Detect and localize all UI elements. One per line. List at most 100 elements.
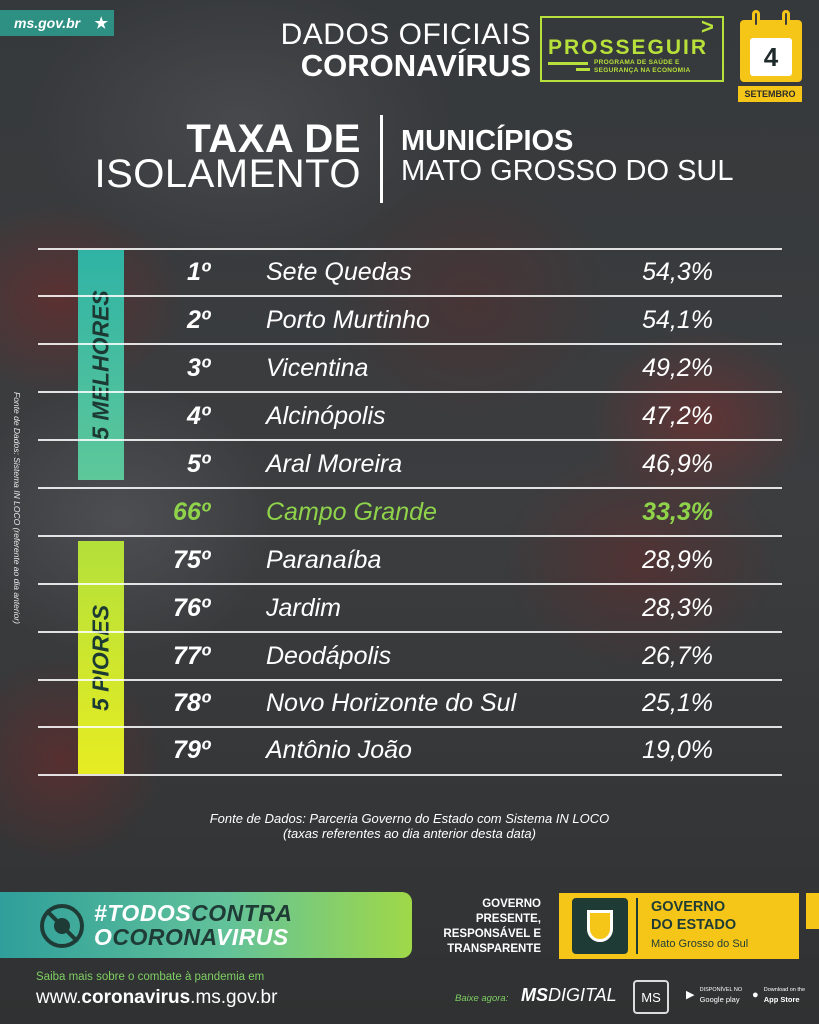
row-divider — [38, 726, 782, 728]
side-source-note: Fonte de Dados: Sistema IN LOCO (referen… — [12, 392, 22, 624]
program-subtitle: PROGRAMA DE SAÚDE E SEGURANÇA NA ECONOMI… — [594, 59, 691, 74]
gov-slogan: GOVERNO PRESENTE, RESPONSÁVEL E TRANSPAR… — [401, 897, 541, 957]
row-rank: 77º — [173, 642, 210, 670]
row-rank: 5º — [186, 450, 210, 478]
state-crest-icon — [572, 898, 628, 954]
campaign-line1: #TODOSCONTRA — [94, 900, 293, 927]
row-city: Antônio João — [266, 736, 412, 764]
gplay-big: Google play — [699, 995, 740, 1004]
site-link[interactable]: www.coronavirus.ms.gov.br — [36, 987, 277, 1009]
apple-icon: ● — [752, 988, 759, 1001]
row-rank: 79º — [173, 736, 210, 764]
title-right-bold: MUNICÍPIOS — [401, 125, 574, 157]
program-bar — [548, 62, 588, 65]
gov-name-line2: DO ESTADO — [651, 917, 737, 933]
gov-slogan-line: RESPONSÁVEL E — [443, 928, 541, 940]
star-icon: ★ — [94, 15, 108, 32]
campaign-word: CONTRA — [191, 900, 293, 926]
row-city: Sete Quedas — [266, 258, 412, 286]
gplay-small: DISPONÍVEL NO — [699, 987, 743, 993]
calendar-month: SETEMBRO — [738, 86, 802, 102]
row-city-highlight: Campo Grande — [266, 498, 437, 526]
header-line1: DADOS OFICIAIS — [280, 18, 531, 51]
title-divider — [380, 115, 383, 203]
appstore-big: App Store — [763, 995, 800, 1004]
row-divider — [38, 679, 782, 681]
row-pct: 19,0% — [642, 736, 713, 764]
row-pct: 46,9% — [642, 450, 713, 478]
calendar-day: 4 — [750, 38, 792, 76]
gov-slogan-line: PRESENTE, — [475, 913, 541, 925]
gov-slogan-line: TRANSPARENTE — [447, 943, 541, 955]
campaign-word: #TODOS — [94, 900, 192, 926]
app-name-regular: DIGITAL — [548, 985, 617, 1005]
worst-band: 5 PIORES — [78, 541, 124, 774]
row-pct: 49,2% — [642, 354, 713, 382]
header-line2: CORONAVÍRUS — [300, 48, 531, 83]
site-bold: coronavirus — [81, 987, 191, 1008]
ms-digital-logo-icon[interactable]: MS — [633, 980, 669, 1014]
source-note-line2: (taxas referentes ao dia anterior desta … — [283, 826, 536, 841]
row-divider — [38, 391, 782, 393]
row-divider — [38, 487, 782, 489]
program-bar — [576, 68, 590, 71]
row-divider — [38, 631, 782, 633]
row-city: Deodápolis — [266, 642, 392, 670]
row-rank: 75º — [173, 546, 210, 574]
row-divider — [38, 583, 782, 585]
program-logo-frame — [540, 16, 724, 82]
best-band-label: 5 MELHORES — [87, 290, 114, 440]
title-right-regular: MATO GROSSO DO SUL — [401, 155, 734, 187]
gov-slogan-line: GOVERNO — [482, 898, 541, 910]
campaign-word: VIRUS — [215, 924, 289, 950]
row-rank: 4º — [186, 402, 210, 430]
calendar-ring-icon — [782, 10, 790, 28]
row-pct: 28,9% — [642, 546, 713, 574]
site-suffix: .ms.gov.br — [190, 987, 278, 1008]
row-city: Paranaíba — [266, 546, 382, 574]
row-pct: 54,1% — [642, 306, 713, 334]
row-city: Alcinópolis — [266, 402, 386, 430]
campaign-word: CORONA — [112, 924, 216, 950]
row-city: Novo Horizonte do Sul — [266, 689, 517, 717]
title-left-regular: ISOLAMENTO — [94, 152, 361, 196]
google-play-badge[interactable]: ▶ DISPONÍVEL NO Google play — [686, 986, 744, 1008]
row-pct: 54,3% — [642, 258, 713, 286]
download-label: Baixe agora: — [455, 993, 509, 1004]
title-left-bold: TAXA DE — [186, 117, 361, 161]
row-city: Porto Murtinho — [266, 306, 430, 334]
row-divider — [38, 343, 782, 345]
campaign-word: O — [94, 924, 113, 950]
calendar-ring-icon — [752, 10, 760, 28]
gov-name-line3: Mato Grosso do Sul — [651, 938, 749, 950]
row-city: Jardim — [266, 594, 342, 622]
row-pct: 25,1% — [642, 689, 713, 717]
site-prefix: www. — [36, 987, 82, 1008]
row-rank: 2º — [186, 306, 210, 334]
appstore-small: Download on the — [763, 987, 806, 993]
more-info-text: Saiba mais sobre o combate à pandemia em — [36, 971, 265, 983]
site-tag-label: ms.gov.br — [14, 15, 81, 31]
row-rank: 1º — [186, 258, 210, 286]
app-store-badge[interactable]: ● Download on the App Store — [752, 986, 810, 1008]
source-note-line1: Fonte de Dados: Parceria Governo do Esta… — [209, 811, 610, 826]
row-pct: 26,7% — [642, 642, 713, 670]
program-title: PROSSEGUIR — [548, 36, 709, 59]
row-divider — [38, 439, 782, 441]
chevron-right-icon: > — [701, 14, 714, 39]
row-rank: 3º — [186, 354, 210, 382]
ms-digital-app-name: MSDIGITAL — [521, 985, 617, 1006]
row-divider — [38, 248, 782, 250]
row-city: Vicentina — [266, 354, 369, 382]
site-tag: ms.gov.br ★ — [0, 10, 114, 36]
worst-band-label: 5 PIORES — [87, 604, 114, 711]
row-city: Aral Moreira — [266, 450, 403, 478]
row-rank: 78º — [173, 689, 210, 717]
app-name-bold: MS — [521, 985, 548, 1005]
play-icon: ▶ — [686, 988, 695, 1001]
best-band: 5 MELHORES — [78, 250, 124, 480]
gov-divider — [636, 898, 638, 954]
gov-name-line1: GOVERNO — [651, 899, 726, 915]
row-pct: 47,2% — [642, 402, 713, 430]
row-rank-highlight: 66º — [173, 498, 210, 526]
